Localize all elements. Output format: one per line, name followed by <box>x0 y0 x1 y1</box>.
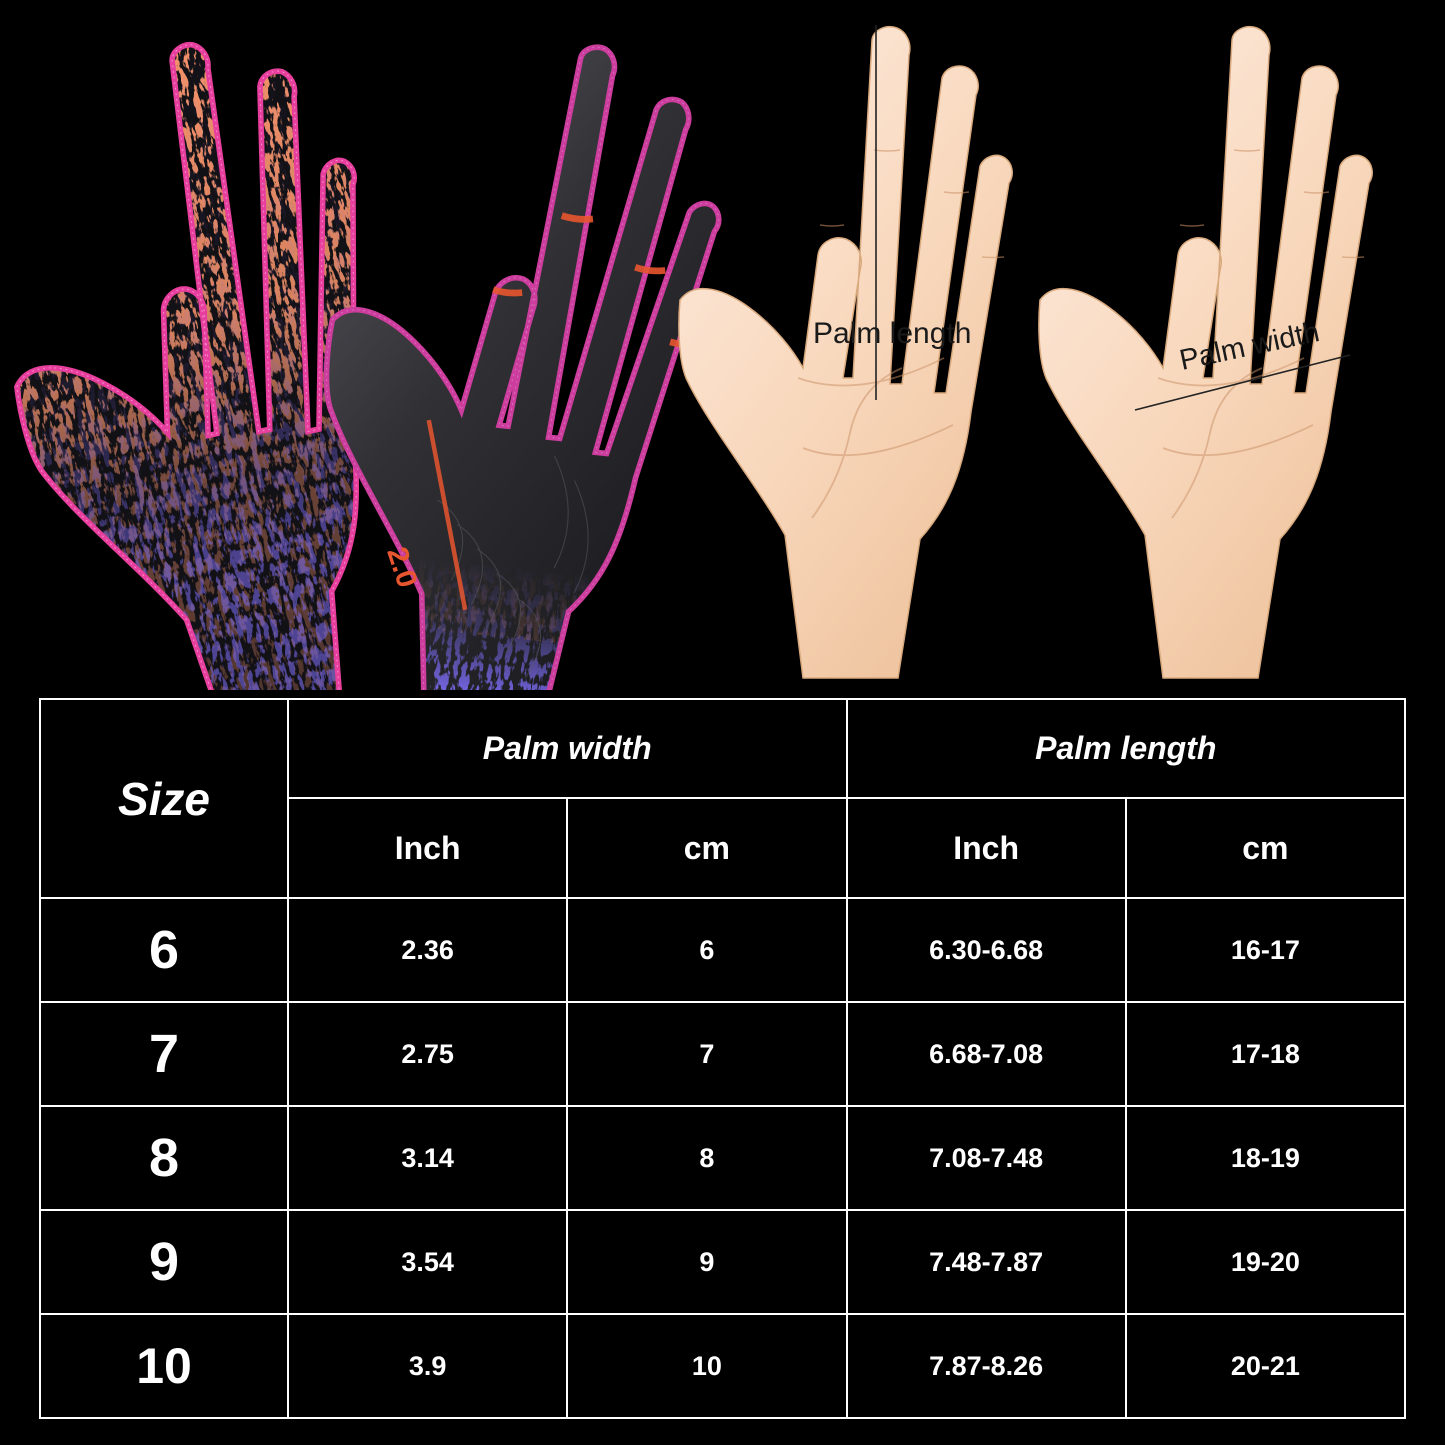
svg-text:Palm length: Palm length <box>813 317 971 350</box>
